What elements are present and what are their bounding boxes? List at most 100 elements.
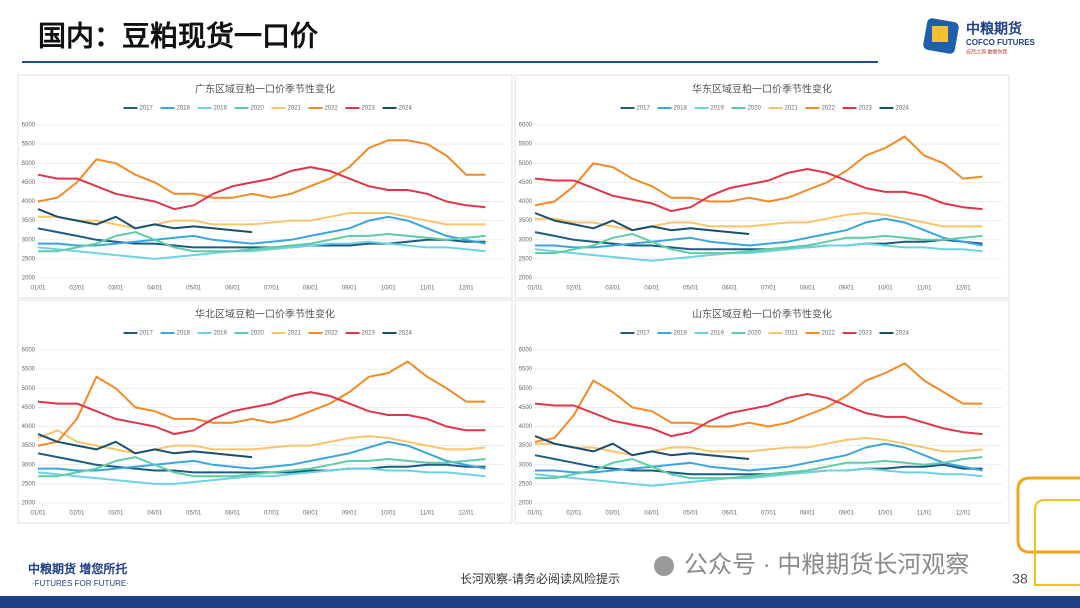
legend-label: 2024 bbox=[399, 331, 413, 337]
x-tick-label: 05/01 bbox=[683, 511, 699, 517]
x-tick-label: 05/01 bbox=[683, 286, 699, 292]
x-tick-label: 02/01 bbox=[566, 286, 582, 292]
panel-frame bbox=[514, 74, 1010, 299]
legend-label: 2021 bbox=[785, 331, 799, 337]
legend-label: 2024 bbox=[896, 331, 910, 337]
y-tick-label: 3000 bbox=[519, 237, 533, 243]
logo-icon bbox=[932, 26, 948, 42]
legend-label: 2019 bbox=[711, 331, 725, 337]
y-tick-label: 4500 bbox=[519, 405, 533, 411]
series-line bbox=[535, 442, 983, 474]
legend-label: 2019 bbox=[214, 331, 228, 337]
y-tick-label: 4500 bbox=[519, 180, 533, 186]
series-line bbox=[534, 435, 750, 460]
x-tick-label: 11/01 bbox=[917, 286, 932, 292]
y-tick-label: 6000 bbox=[519, 123, 533, 129]
y-tick-label: 5000 bbox=[22, 386, 36, 392]
y-tick-label: 3000 bbox=[22, 237, 36, 243]
x-tick-label: 07/01 bbox=[264, 511, 280, 517]
y-tick-label: 3500 bbox=[22, 443, 36, 449]
legend-label: 2023 bbox=[362, 106, 376, 112]
x-tick-label: 06/01 bbox=[225, 286, 241, 292]
legend-label: 2024 bbox=[896, 106, 910, 112]
y-tick-label: 4500 bbox=[22, 405, 36, 411]
legend-label: 2021 bbox=[288, 331, 302, 337]
y-tick-label: 4000 bbox=[22, 199, 36, 205]
legend-label: 2020 bbox=[251, 106, 265, 112]
series-line bbox=[38, 231, 486, 253]
x-tick-label: 04/01 bbox=[644, 286, 660, 292]
x-tick-label: 12/01 bbox=[459, 286, 475, 292]
legend-label: 2022 bbox=[325, 106, 339, 112]
y-tick-label: 5000 bbox=[22, 161, 36, 167]
charts: 广东区域豆粕一口价季节性变化 2000 2500 3000 3500 4000 4500 50… bbox=[17, 74, 1010, 524]
legend-label: 2018 bbox=[674, 331, 688, 337]
y-tick-label: 6000 bbox=[519, 348, 533, 354]
series-line bbox=[38, 440, 486, 472]
y-tick-label: 5500 bbox=[22, 142, 36, 148]
x-tick-label: 06/01 bbox=[722, 286, 738, 292]
legend-label: 2024 bbox=[399, 106, 413, 112]
x-tick-label: 10/01 bbox=[381, 511, 397, 517]
y-tick-label: 2500 bbox=[22, 481, 36, 487]
series-line bbox=[37, 360, 486, 447]
footer-brand: 中粮期货 增您所托 bbox=[28, 561, 127, 576]
legend-label: 2022 bbox=[822, 106, 836, 112]
series-line bbox=[534, 242, 983, 262]
chart-panel: 山东区域豆粕一口价季节性变化 2000 2500 3000 3500 4000 4500 50… bbox=[514, 299, 1010, 524]
y-tick-label: 6000 bbox=[22, 123, 36, 129]
legend-label: 2022 bbox=[325, 331, 339, 337]
y-tick-label: 5500 bbox=[519, 367, 533, 373]
legend-label: 2022 bbox=[822, 331, 836, 337]
logo: 中粮期货 COFCO FUTURES 自然之源 重塑你我 bbox=[923, 18, 1036, 55]
legend-label: 2019 bbox=[214, 106, 228, 112]
legend-label: 2018 bbox=[177, 106, 191, 112]
x-tick-label: 03/01 bbox=[605, 286, 621, 292]
x-tick-label: 08/01 bbox=[800, 511, 816, 517]
logo-text: 中粮期货 bbox=[966, 21, 1022, 37]
series-line bbox=[37, 433, 253, 459]
x-tick-label: 11/01 bbox=[917, 511, 932, 517]
legend-label: 2021 bbox=[288, 106, 302, 112]
y-tick-label: 3000 bbox=[519, 462, 533, 468]
legend-label: 2017 bbox=[140, 331, 154, 337]
y-tick-label: 4500 bbox=[22, 180, 36, 186]
series-line bbox=[37, 208, 253, 234]
x-tick-label: 02/01 bbox=[566, 511, 582, 517]
y-tick-label: 3500 bbox=[519, 218, 533, 224]
y-tick-label: 3500 bbox=[519, 443, 533, 449]
y-tick-label: 2000 bbox=[519, 501, 533, 507]
x-tick-label: 03/01 bbox=[108, 286, 124, 292]
decoration bbox=[0, 476, 1080, 608]
series-line bbox=[535, 233, 983, 255]
y-tick-label: 2000 bbox=[22, 501, 36, 507]
x-tick-label: 01/01 bbox=[527, 286, 543, 292]
footer-bar bbox=[0, 596, 1080, 608]
series-line bbox=[37, 429, 486, 455]
x-tick-label: 12/01 bbox=[459, 511, 475, 517]
x-tick-label: 08/01 bbox=[800, 286, 816, 292]
series-line bbox=[534, 362, 983, 443]
series-line bbox=[535, 212, 983, 232]
legend-label: 2019 bbox=[711, 106, 725, 112]
x-tick-label: 09/01 bbox=[342, 286, 358, 292]
x-tick-label: 07/01 bbox=[761, 511, 777, 517]
chart-panel: 广东区域豆粕一口价季节性变化 2000 2500 3000 3500 4000 4500 50… bbox=[17, 74, 513, 299]
legend-label: 2023 bbox=[859, 331, 873, 337]
logo-text: COFCO FUTURES bbox=[966, 38, 1036, 47]
y-tick-label: 2500 bbox=[519, 481, 533, 487]
x-tick-label: 09/01 bbox=[342, 511, 358, 517]
x-tick-label: 02/01 bbox=[69, 286, 85, 292]
panel-frame bbox=[17, 299, 513, 524]
x-tick-label: 07/01 bbox=[761, 286, 777, 292]
y-tick-label: 6000 bbox=[22, 348, 36, 354]
x-tick-label: 06/01 bbox=[225, 511, 241, 517]
x-tick-label: 01/01 bbox=[30, 286, 46, 292]
x-tick-label: 09/01 bbox=[839, 286, 855, 292]
legend-label: 2023 bbox=[362, 331, 376, 337]
series-line bbox=[37, 166, 486, 211]
x-tick-label: 04/01 bbox=[147, 511, 163, 517]
footer-note: 长河观察-请务必阅读风险提示 bbox=[460, 571, 620, 586]
y-tick-label: 4000 bbox=[22, 424, 36, 430]
y-tick-label: 5500 bbox=[22, 367, 36, 373]
